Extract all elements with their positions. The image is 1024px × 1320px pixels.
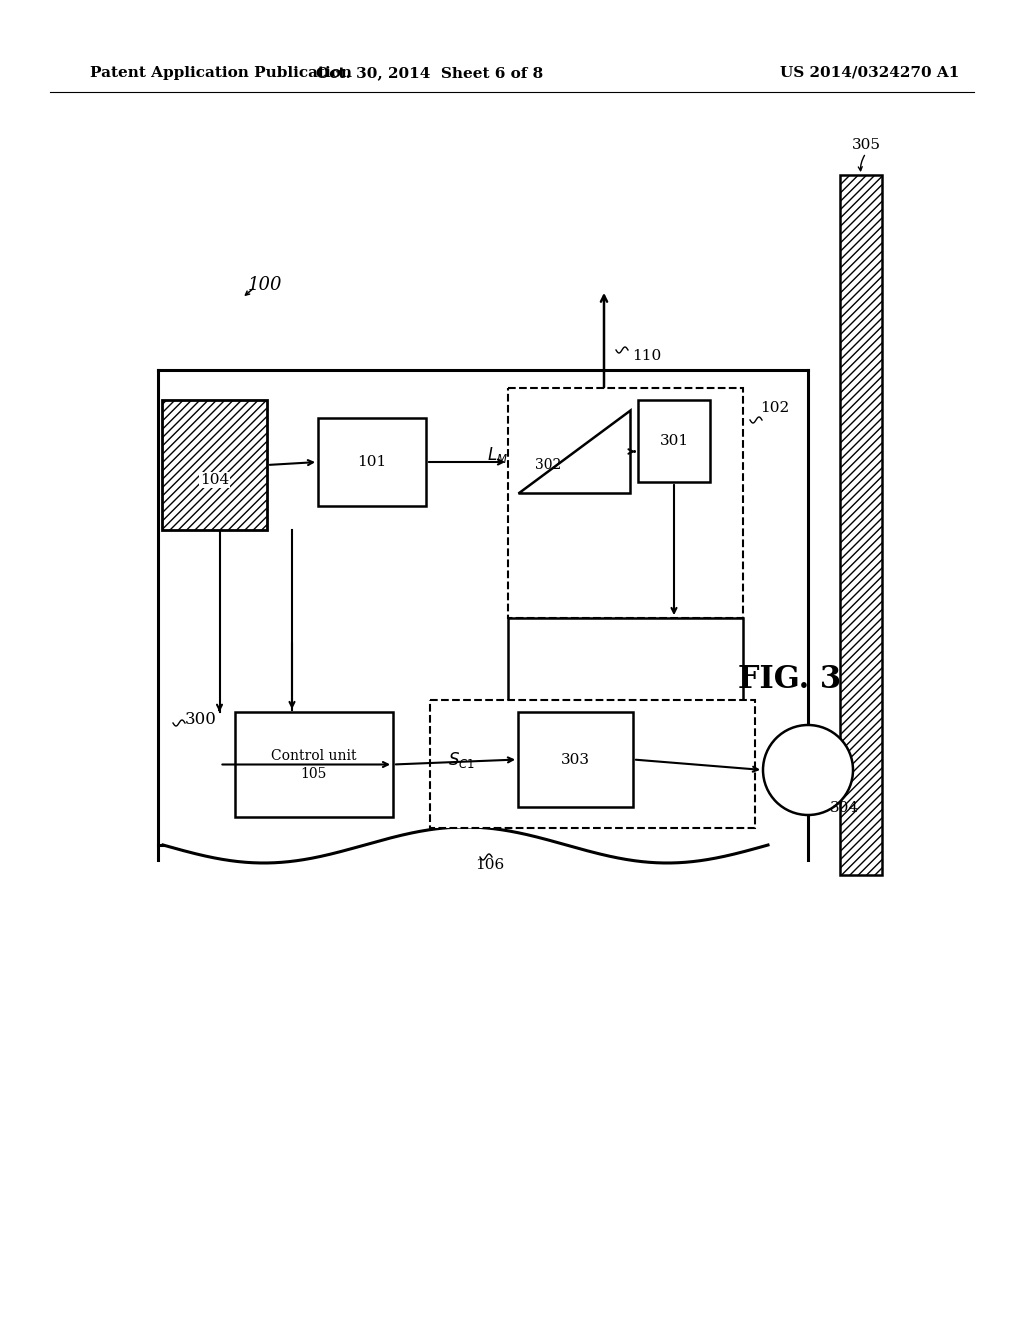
Bar [840, 176, 882, 875]
Bar [638, 400, 710, 482]
Text: 101: 101 [357, 455, 387, 469]
Polygon shape [518, 411, 630, 492]
Bar [508, 618, 743, 723]
Bar [162, 400, 267, 531]
Text: US 2014/0324270 A1: US 2014/0324270 A1 [780, 66, 959, 81]
Text: 305: 305 [852, 139, 881, 152]
Text: Control unit: Control unit [271, 750, 356, 763]
Text: Patent Application Publication: Patent Application Publication [90, 66, 352, 81]
Circle shape [763, 725, 853, 814]
Text: $L_M$: $L_M$ [486, 445, 508, 465]
Text: $S_{C1}$: $S_{C1}$ [449, 750, 475, 770]
Text: 103: 103 [185, 403, 214, 417]
Bar [430, 700, 755, 828]
Text: 106: 106 [475, 858, 505, 873]
Text: 302: 302 [535, 458, 561, 473]
Text: 304: 304 [830, 801, 859, 814]
Bar [518, 711, 633, 807]
Text: 300: 300 [185, 711, 217, 729]
Text: 100: 100 [248, 276, 283, 294]
Text: FIG. 3: FIG. 3 [738, 664, 842, 696]
Text: 301: 301 [659, 434, 688, 447]
Text: 110: 110 [632, 348, 662, 363]
Text: 303: 303 [561, 752, 590, 767]
Text: 105: 105 [301, 767, 328, 781]
Text: 104: 104 [200, 473, 229, 487]
Text: Oct. 30, 2014  Sheet 6 of 8: Oct. 30, 2014 Sheet 6 of 8 [316, 66, 544, 81]
Bar [234, 711, 393, 817]
Bar [508, 388, 743, 618]
Text: 102: 102 [760, 401, 790, 414]
Bar [318, 418, 426, 506]
